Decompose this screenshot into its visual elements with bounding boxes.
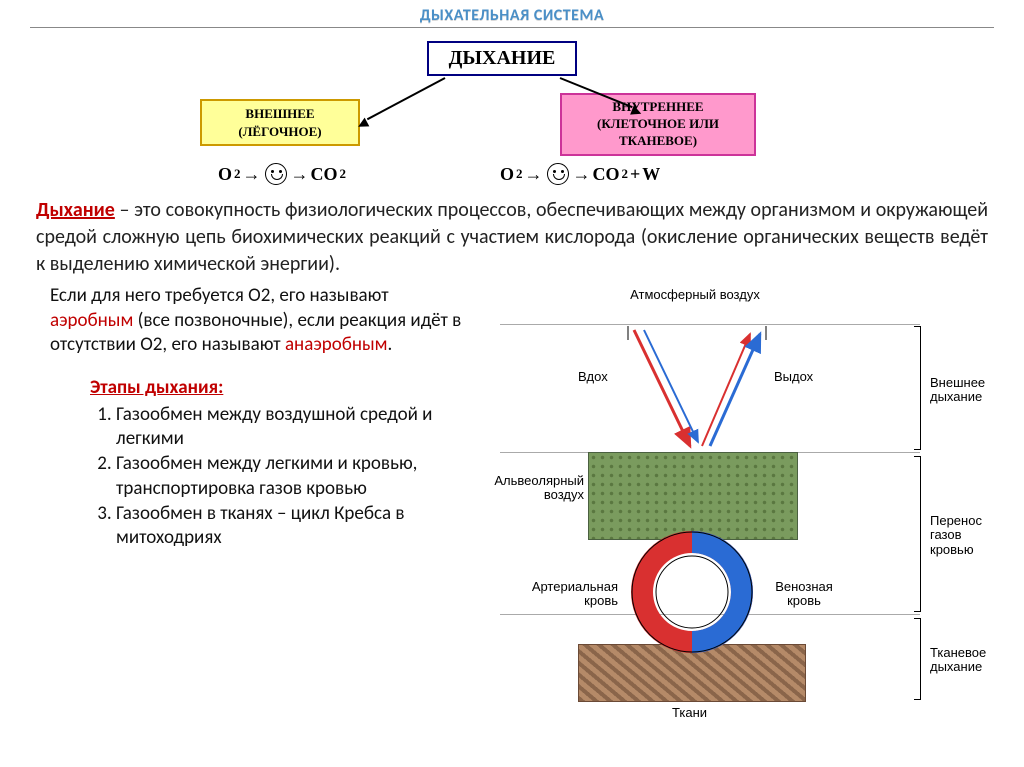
node-internal-line2: (КЛЕТОЧНОЕ ИЛИ (570, 116, 746, 133)
bracket-external (920, 326, 921, 450)
node-center: ДЫХАНИЕ (427, 41, 577, 76)
flowchart: ДЫХАНИЕ ВНЕШНЕЕ (ЛЁГОЧНОЕ) ВНУТРЕННЕЕ (К… (0, 35, 1024, 195)
breathing-diagram: Атмосферный воздух Вдох Выдох Альвеолярн… (470, 284, 988, 714)
label-tissues: Ткани (672, 706, 707, 720)
bracket-tissue (920, 618, 921, 700)
label-inhale: Вдох (578, 370, 608, 384)
face-icon (547, 163, 569, 185)
label-arterial: Артериальнаякровь (522, 580, 618, 609)
label-gas-transport: Переносгазовкровью (930, 514, 982, 557)
label-atmospheric: Атмосферный воздух (620, 288, 770, 302)
bracket-transport (920, 456, 921, 612)
node-internal-line3: ТКАНЕВОЕ) (570, 133, 746, 150)
blood-ring (630, 530, 754, 654)
stages-title: Этапы дыхания: (90, 376, 470, 401)
header-rule (30, 27, 994, 28)
label-venous: Венознаякровь (764, 580, 844, 609)
term-anaerobic: анаэробным (285, 333, 388, 356)
stages-block: Этапы дыхания: Газообмен между воздушной… (50, 376, 470, 551)
face-icon (265, 163, 287, 185)
node-internal-line1: ВНУТРЕННЕЕ (570, 99, 746, 116)
node-external-line2: (ЛЁГОЧНОЕ) (210, 123, 350, 141)
label-exhale: Выдох (774, 370, 813, 384)
stage-item: Газообмен между легкими и кровью, трансп… (116, 452, 470, 501)
node-external-line1: ВНЕШНЕЕ (210, 105, 350, 123)
definition-term: Дыхание (36, 198, 115, 222)
label-external-breathing: Внешнеедыхание (930, 376, 985, 405)
page-title: ДЫХАТЕЛЬНАЯ СИСТЕМА (420, 6, 604, 25)
v-arrows (590, 326, 800, 454)
label-tissue-breathing: Тканевоедыхание (930, 646, 986, 675)
definition-paragraph: Дыхание – это совокупность физиологическ… (0, 195, 1024, 278)
alveolar-block (588, 452, 798, 540)
formula-external: O2 → → CO2 (218, 163, 346, 185)
aerobic-paragraph: Если для него требуется О2, его называют… (50, 284, 470, 358)
node-external: ВНЕШНЕЕ (ЛЁГОЧНОЕ) (200, 99, 360, 146)
arrow-to-left (367, 77, 446, 120)
stage-item: Газообмен в тканях – цикл Кребса в митох… (116, 502, 470, 551)
node-internal: ВНУТРЕННЕЕ (КЛЕТОЧНОЕ ИЛИ ТКАНЕВОЕ) (560, 93, 756, 156)
term-aerobic: аэробным (50, 309, 133, 332)
stage-item: Газообмен между воздушной средой и легки… (116, 403, 470, 452)
formula-internal: O2 → → CO2 + W (500, 163, 660, 185)
label-alveolar: Альвеолярныйвоздух (488, 474, 584, 503)
definition-text: – это совокупность физиологических проце… (36, 198, 988, 276)
sep-line (500, 324, 920, 325)
